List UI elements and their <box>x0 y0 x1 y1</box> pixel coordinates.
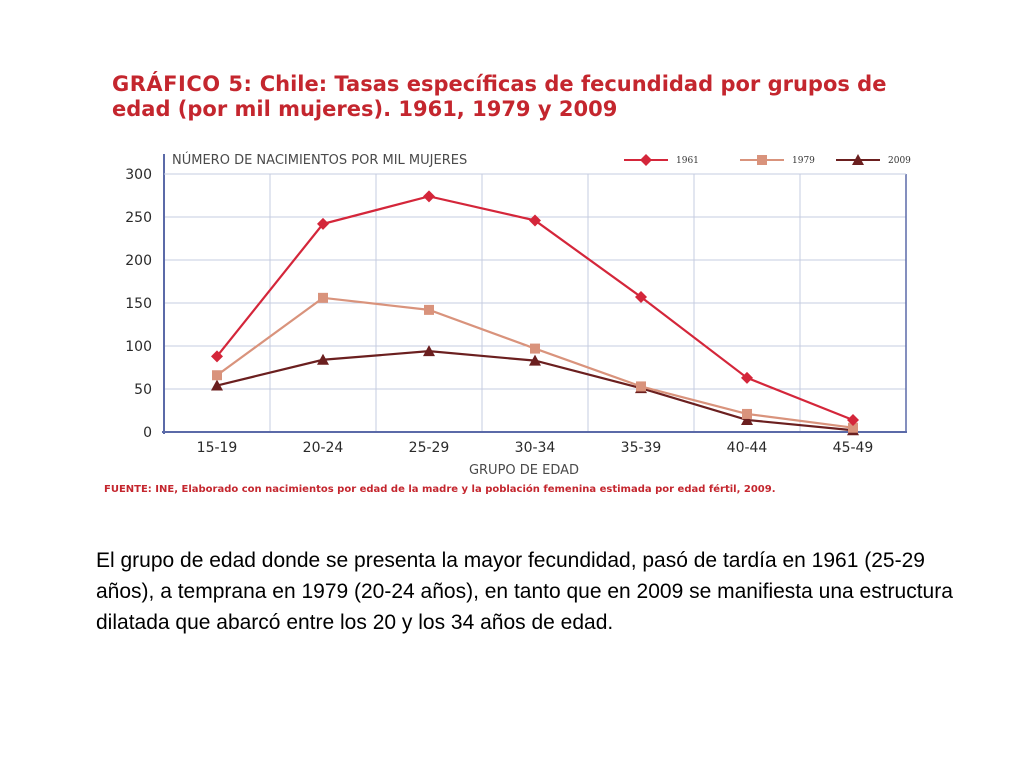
series <box>211 190 859 436</box>
x-tick-label: 45-49 <box>833 440 874 456</box>
legend-item-1961: 1961 <box>624 154 699 166</box>
grid <box>164 173 906 432</box>
y-tick-label: 0 <box>143 425 152 441</box>
point-2009-40-44 <box>741 413 753 425</box>
y-axis-title: NÚMERO DE NACIMIENTOS POR MIL MUJERES <box>172 152 467 168</box>
y-tick-label: 300 <box>125 167 152 183</box>
y-tick-label: 150 <box>125 296 152 312</box>
point-1979-35-39 <box>636 381 646 392</box>
x-tick-label: 20-24 <box>303 440 344 456</box>
point-1979-20-24 <box>318 292 328 303</box>
point-1979-15-19 <box>212 370 222 381</box>
x-tick-label: 25-29 <box>409 440 450 456</box>
point-1979-45-49 <box>848 422 858 433</box>
series-2009 <box>211 345 859 436</box>
point-1961-25-29 <box>423 190 435 203</box>
y-axis-ticks: 0 50 100 150 200 250 300 <box>125 167 152 441</box>
legend: 1961 1979 2009 <box>624 154 911 166</box>
x-axis-ticks: 15-19 20-24 25-29 30-34 35-39 40-44 45-49 <box>197 440 874 456</box>
series-line-1961 <box>216 195 854 421</box>
legend-item-1979: 1979 <box>740 155 815 166</box>
x-tick-label: 15-19 <box>197 440 238 456</box>
chart-title-rest: Chile: Tasas específicas de fecundidad p… <box>112 72 887 121</box>
source-note: FUENTE: INE, Elaborado con nacimientos p… <box>104 484 776 495</box>
plot-frame <box>162 154 907 434</box>
point-1979-25-29 <box>424 304 434 315</box>
legend-marker-1961 <box>640 154 652 166</box>
caption-text: El grupo de edad donde se presenta la ma… <box>96 549 953 634</box>
y-tick-label: 100 <box>125 339 152 355</box>
fertility-line-chart: 0 50 100 150 200 250 300 15-19 20-24 25-29 30-34 3… <box>125 152 911 478</box>
y-tick-label: 250 <box>125 210 152 226</box>
legend-marker-1979 <box>757 155 767 165</box>
y-tick-label: 50 <box>134 382 152 398</box>
point-1961-40-44 <box>741 371 753 384</box>
point-2009-20-24 <box>317 353 329 365</box>
legend-label-1979: 1979 <box>792 156 815 166</box>
legend-label-2009: 2009 <box>888 156 911 166</box>
point-1961-30-34 <box>529 214 541 227</box>
point-1961-35-39 <box>635 290 647 303</box>
point-2009-15-19 <box>211 379 223 391</box>
x-tick-label: 40-44 <box>727 440 768 456</box>
point-1961-45-49 <box>847 413 859 426</box>
point-2009-30-34 <box>529 354 541 366</box>
x-axis-title: GRUPO DE EDAD <box>469 463 579 478</box>
legend-label-1961: 1961 <box>676 156 699 166</box>
series-1979 <box>212 292 858 433</box>
chart-title-lead: GRÁFICO 5: <box>112 72 253 96</box>
point-2009-25-29 <box>423 345 435 357</box>
point-1961-20-24 <box>317 217 329 230</box>
x-tick-label: 35-39 <box>621 440 662 456</box>
legend-item-2009: 2009 <box>836 154 911 166</box>
point-1961-15-19 <box>211 350 223 363</box>
y-tick-label: 200 <box>125 253 152 269</box>
x-tick-label: 30-34 <box>515 440 556 456</box>
chart-title: GRÁFICO 5: Chile: Tasas específicas de f… <box>112 72 932 122</box>
point-1979-30-34 <box>530 343 540 354</box>
point-1979-40-44 <box>742 408 752 419</box>
legend-marker-2009 <box>852 154 864 165</box>
series-1961 <box>211 190 859 426</box>
